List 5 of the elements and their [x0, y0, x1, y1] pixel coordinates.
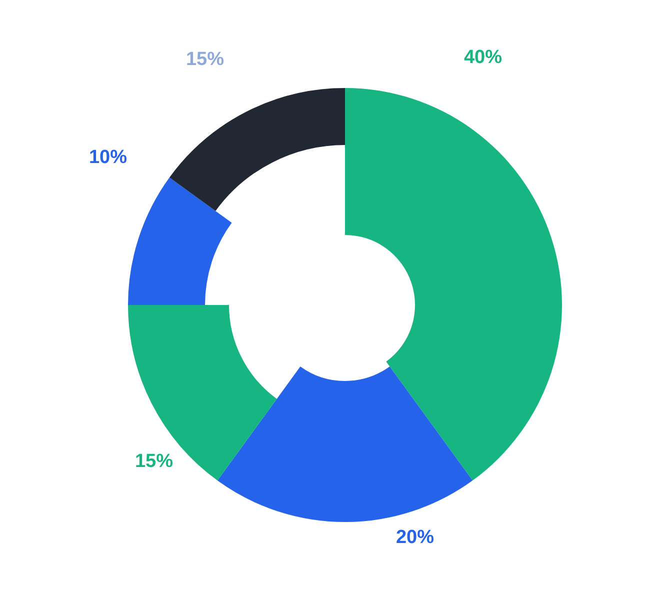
data-label: 10%	[88, 147, 128, 168]
data-label: 20%	[396, 527, 434, 548]
data-label: 40%	[464, 47, 502, 68]
data-label: 15%	[134, 451, 174, 472]
data-label: 15%	[186, 49, 224, 70]
